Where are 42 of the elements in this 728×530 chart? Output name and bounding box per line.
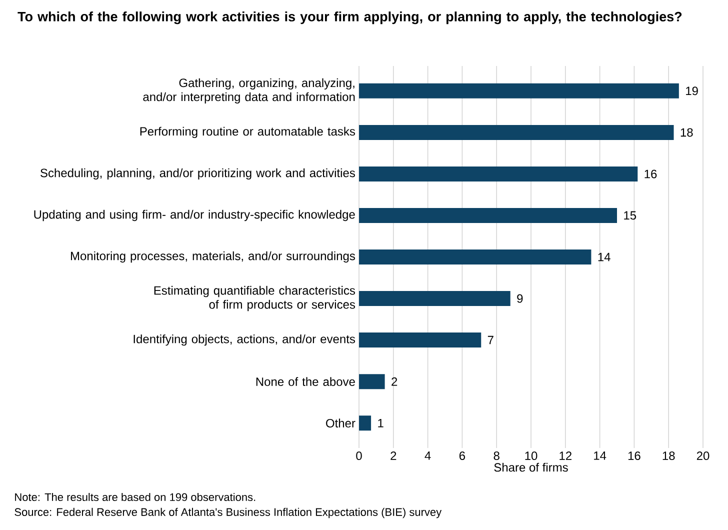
x-tick-label: 2 bbox=[390, 452, 396, 460]
x-tick-label: 20 bbox=[696, 452, 710, 460]
x-tick-label: 8 bbox=[494, 452, 500, 460]
data-label: 15 bbox=[624, 211, 636, 220]
x-tick-label: 16 bbox=[628, 452, 640, 460]
bar bbox=[359, 416, 372, 431]
x-tick-label: 6 bbox=[459, 452, 466, 460]
data-label: 16 bbox=[644, 170, 657, 178]
bar bbox=[359, 291, 510, 306]
y-tick-label: Updating and using firm- and/or industry-specific knowledge bbox=[34, 210, 355, 222]
x-tick-label: 18 bbox=[662, 452, 675, 460]
x-tick-label: 12 bbox=[560, 452, 572, 460]
y-tick-label: Performing routine or automatable tasks bbox=[140, 126, 356, 138]
bar bbox=[359, 374, 385, 390]
data-label: 18 bbox=[680, 128, 693, 137]
y-tick-label: Scheduling, planning, and/or prioritizing work and activities bbox=[40, 168, 355, 180]
y-tick-label: Other bbox=[326, 418, 356, 428]
x-tick-label: 0 bbox=[356, 452, 362, 460]
chart-title: To which of the following work activities is your firm applying, or planning to apply, the technologies? bbox=[18, 12, 682, 24]
y-tick-label: Identifying objects, actions, and/or events bbox=[134, 334, 356, 346]
y-tick-label: Monitoring processes, materials, and/or surroundings bbox=[70, 251, 355, 263]
data-label: 19 bbox=[686, 86, 698, 96]
bar bbox=[359, 124, 674, 140]
y-tick-label: None of the above bbox=[256, 377, 355, 386]
bar bbox=[359, 83, 679, 98]
data-label: 7 bbox=[488, 336, 494, 344]
data-label: 2 bbox=[392, 377, 398, 386]
y-tick-label: Gathering, organizing, analyzing, and/or interpreting data and information bbox=[143, 78, 355, 104]
bar bbox=[359, 166, 638, 182]
source-note: Source: Federal Reserve Bank of Atlanta's Business Inflation Expectations (BIE) survey bbox=[14, 508, 442, 518]
data-label: 14 bbox=[598, 252, 610, 262]
y-tick-label: Estimating quantifiable characteristics of firm products or services bbox=[154, 286, 356, 312]
bar bbox=[359, 332, 482, 348]
x-tick-label: 4 bbox=[424, 452, 431, 460]
x-tick-label: 14 bbox=[594, 452, 606, 460]
data-label: 9 bbox=[517, 294, 523, 303]
text: Note: The results are based on 199 observations. bbox=[15, 492, 256, 502]
bar bbox=[359, 250, 592, 265]
x-tick-label: 10 bbox=[525, 452, 538, 460]
bar bbox=[359, 208, 617, 223]
x-axis-title: Share of firms bbox=[494, 462, 568, 472]
data-label: 1 bbox=[378, 418, 384, 428]
